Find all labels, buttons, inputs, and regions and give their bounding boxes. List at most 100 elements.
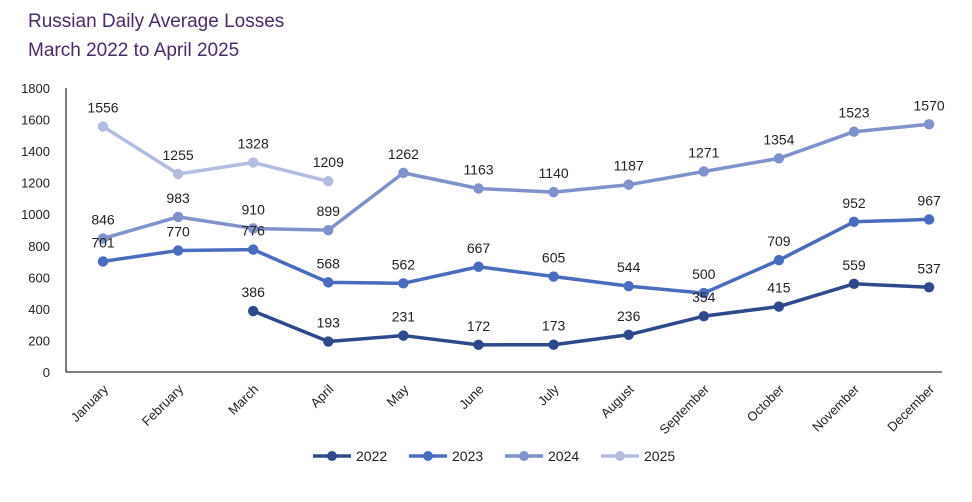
data-label-2023: 709 (767, 233, 791, 249)
data-point-2023 (398, 278, 409, 289)
data-label-2023: 667 (467, 240, 491, 256)
data-point-2024 (172, 211, 184, 223)
data-point-2023 (698, 287, 709, 299)
data-label-2025: 1209 (313, 154, 344, 170)
data-label-2022: 415 (767, 280, 791, 296)
x-tick-label: October (744, 381, 788, 425)
data-label-2022: 193 (317, 315, 341, 331)
data-label-2024: 899 (317, 203, 341, 219)
data-label-2022: 537 (917, 260, 941, 276)
chart-subtitle: March 2022 to April 2025 (28, 40, 240, 61)
data-label-2023: 500 (692, 266, 716, 282)
data-label-2023: 605 (542, 250, 566, 266)
data-label-2023: 770 (166, 224, 190, 240)
data-point-2022 (698, 310, 709, 322)
data-point-2024 (923, 119, 935, 130)
data-label-2024: 846 (91, 212, 115, 228)
data-label-2023: 562 (392, 256, 416, 272)
data-label-2023: 701 (91, 234, 115, 250)
data-point-2022 (398, 330, 409, 341)
legend-marker-2025 (615, 451, 625, 461)
data-point-2022 (323, 336, 334, 347)
data-label-2024: 1187 (614, 158, 644, 174)
data-point-2024 (698, 166, 709, 177)
data-label-2025: 1556 (87, 99, 118, 115)
data-point-2024 (97, 233, 109, 244)
x-tick-label: September (656, 381, 712, 437)
data-point-2025 (172, 168, 184, 180)
data-point-2024 (398, 167, 409, 179)
data-label-2024: 983 (166, 190, 190, 206)
data-label-2025: 1255 (163, 147, 194, 163)
legend-label-2024: 2024 (548, 448, 579, 464)
x-tick-label: November (809, 381, 862, 434)
series-line-2022 (252, 282, 930, 347)
x-tick-label: April (307, 381, 336, 410)
data-label-2024: 1271 (688, 144, 719, 160)
data-point-2022 (248, 305, 259, 317)
data-label-2022: 559 (842, 257, 866, 273)
data-point-2025 (248, 157, 259, 168)
data-point-2023 (248, 244, 259, 255)
y-tick-label: 1800 (21, 81, 50, 96)
y-tick-label: 600 (28, 270, 50, 285)
y-tick-label: 1000 (21, 207, 50, 222)
data-label-2025: 1328 (238, 135, 269, 151)
data-label-2024: 1140 (539, 165, 569, 181)
x-tick-label: February (139, 381, 187, 429)
data-point-2024 (323, 224, 334, 236)
chart-title: Russian Daily Average Losses (28, 11, 285, 32)
y-tick-label: 200 (28, 333, 50, 348)
x-tick-label: June (456, 382, 487, 413)
data-label-2024: 1354 (763, 131, 794, 147)
series-line-2025 (102, 125, 329, 183)
data-point-2022 (548, 339, 559, 350)
data-label-2022: 172 (467, 318, 491, 334)
data-point-2023 (97, 256, 109, 267)
data-point-2023 (623, 280, 634, 292)
data-label-2022: 354 (692, 289, 716, 305)
x-tick-label: December (884, 381, 937, 434)
data-label-2022: 236 (617, 308, 641, 324)
data-point-2023 (473, 261, 484, 272)
data-label-2023: 952 (842, 195, 866, 211)
data-label-2023: 568 (317, 255, 341, 271)
data-point-2022 (923, 282, 935, 293)
y-tick-label: 400 (28, 302, 50, 317)
data-point-2024 (773, 153, 785, 164)
data-point-2023 (548, 271, 559, 282)
data-label-2023: 544 (617, 259, 641, 275)
legend-label-2025: 2025 (644, 448, 675, 464)
data-point-2023 (773, 254, 785, 266)
data-label-2024: 1262 (388, 146, 419, 162)
legend-marker-2023 (423, 451, 433, 461)
data-label-2023: 776 (242, 223, 266, 239)
data-point-2023 (323, 277, 334, 288)
legend-marker-2022 (327, 451, 337, 461)
data-point-2023 (172, 245, 184, 256)
x-tick-label: July (535, 381, 562, 408)
x-tick-label: March (225, 382, 261, 418)
data-label-2023: 967 (917, 192, 941, 208)
data-point-2022 (848, 278, 860, 290)
data-point-2024 (623, 179, 634, 190)
series-line-2024 (102, 122, 930, 241)
data-point-2022 (473, 339, 484, 351)
data-point-2024 (548, 186, 559, 198)
data-label-2022: 173 (542, 318, 566, 334)
series-line-2023 (102, 217, 930, 295)
data-point-2024 (473, 183, 484, 194)
y-tick-label: 0 (43, 365, 50, 380)
data-label-2024: 1523 (838, 105, 869, 121)
y-tick-label: 1600 (21, 113, 50, 128)
data-point-2025 (323, 176, 334, 187)
data-label-2024: 1570 (914, 97, 945, 113)
data-point-2022 (623, 329, 634, 340)
data-point-2024 (848, 126, 860, 137)
legend-label-2023: 2023 (452, 448, 483, 464)
data-label-2022: 231 (392, 309, 416, 325)
y-tick-label: 1200 (21, 176, 50, 191)
data-point-2023 (848, 216, 860, 227)
